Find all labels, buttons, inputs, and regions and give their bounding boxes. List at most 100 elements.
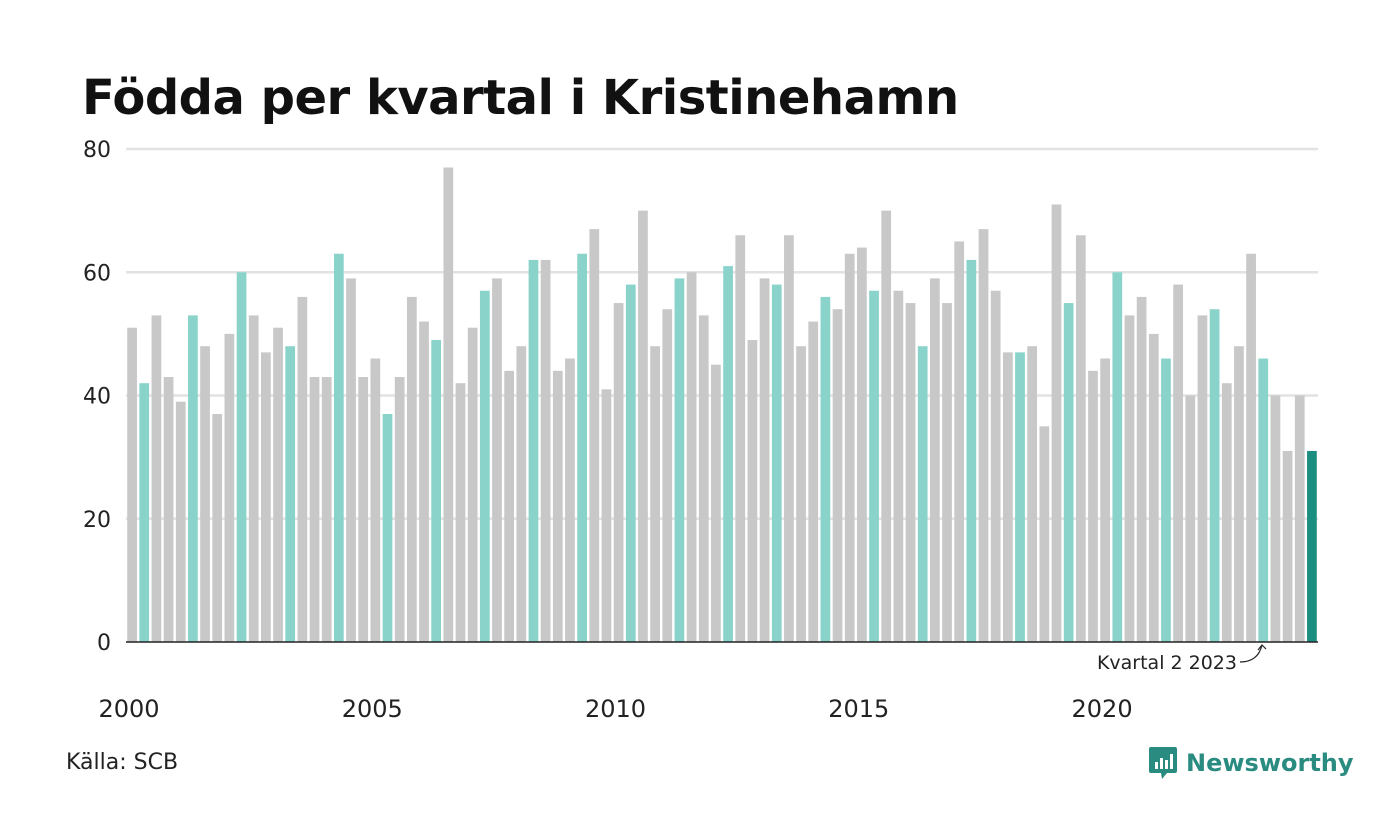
bar [796, 346, 806, 642]
bar [747, 340, 758, 642]
bar [200, 346, 210, 642]
y-tick-label: 0 [97, 631, 111, 656]
bar [1307, 450, 1317, 642]
annotation-arrow [1239, 644, 1267, 663]
bar [467, 327, 478, 642]
bar [516, 346, 527, 642]
bar [309, 377, 320, 642]
bar [419, 321, 429, 642]
brand-logo: Newsworthy [1148, 743, 1354, 783]
bar [224, 333, 235, 642]
bar [394, 377, 405, 642]
bar [589, 229, 600, 643]
bar [1112, 272, 1123, 642]
bar [127, 327, 137, 642]
bar [492, 278, 502, 642]
bar [1221, 383, 1232, 642]
bar [638, 210, 648, 642]
bar [954, 241, 965, 642]
bar [261, 352, 271, 642]
y-tick-label: 60 [83, 261, 111, 286]
bar [528, 259, 539, 642]
bar [929, 278, 940, 642]
newsworthy-logo-icon [1149, 747, 1177, 779]
bar [1234, 346, 1244, 642]
bar [382, 413, 393, 642]
bar [735, 235, 746, 642]
bar [1075, 235, 1086, 642]
bar [273, 327, 283, 642]
x-tick-label: 2010 [585, 695, 646, 723]
bar [625, 284, 636, 642]
bar [236, 272, 247, 642]
bar [674, 278, 685, 642]
bar [698, 315, 709, 642]
bar [686, 272, 697, 642]
bar [212, 413, 223, 642]
bar [297, 296, 308, 642]
x-axis-ticks: 2000 2005 2010 2015 2020 [98, 695, 1132, 723]
bars [127, 167, 1317, 643]
bar [808, 321, 819, 642]
bar [942, 303, 952, 642]
brand-label: Newsworthy [1186, 749, 1354, 777]
bar [552, 370, 563, 642]
bar [1294, 395, 1305, 642]
bar [431, 340, 442, 642]
bar [1209, 309, 1220, 642]
bar [370, 358, 381, 642]
bar [1282, 450, 1293, 642]
bar [990, 290, 1001, 642]
bar [784, 235, 794, 642]
bar [723, 266, 733, 642]
page-title: Födda per kvartal i Kristinehamn [82, 70, 959, 126]
y-axis-ticks: 0 20 40 60 80 [83, 138, 111, 656]
x-tick-label: 2015 [828, 695, 889, 723]
bar [893, 290, 904, 642]
x-tick-label: 2020 [1072, 695, 1133, 723]
bar [285, 346, 296, 642]
bar [771, 284, 782, 642]
y-tick-label: 80 [83, 138, 111, 163]
bar [1173, 284, 1183, 642]
bar-chart: 0 20 40 60 80 2000 2005 2010 2015 2020 Kvartal 2… [83, 138, 1318, 723]
bar [1258, 358, 1269, 642]
bar [565, 358, 575, 642]
bar [1027, 346, 1038, 642]
latest-annotation: Kvartal 2 2023 [1097, 644, 1267, 674]
bar [1015, 352, 1025, 642]
bar [857, 247, 867, 642]
bar [139, 383, 150, 642]
bar [1185, 395, 1196, 642]
bar [504, 370, 515, 642]
bar [1063, 303, 1074, 642]
bar [869, 290, 879, 642]
bar [248, 315, 259, 642]
bar [1002, 352, 1013, 642]
bar [321, 377, 332, 642]
bar [1136, 296, 1147, 642]
bar [650, 346, 660, 642]
bar [832, 309, 843, 642]
bar [601, 389, 612, 642]
bar [540, 259, 551, 642]
annotation-label: Kvartal 2 2023 [1097, 652, 1237, 674]
y-tick-label: 40 [83, 385, 111, 410]
bar [1270, 395, 1281, 642]
bar [577, 253, 587, 642]
bar [1039, 426, 1050, 642]
bar [662, 309, 673, 642]
bar [820, 296, 831, 642]
bar [151, 315, 162, 642]
bar [443, 167, 454, 643]
bar [406, 296, 417, 642]
y-tick-label: 20 [83, 508, 111, 533]
bar [844, 253, 855, 642]
bar [917, 346, 928, 642]
bar [479, 290, 490, 642]
bar [455, 383, 466, 642]
source-label: Källa: SCB [66, 750, 179, 775]
bar [1246, 253, 1256, 642]
bar [188, 315, 198, 642]
bar [613, 303, 624, 642]
